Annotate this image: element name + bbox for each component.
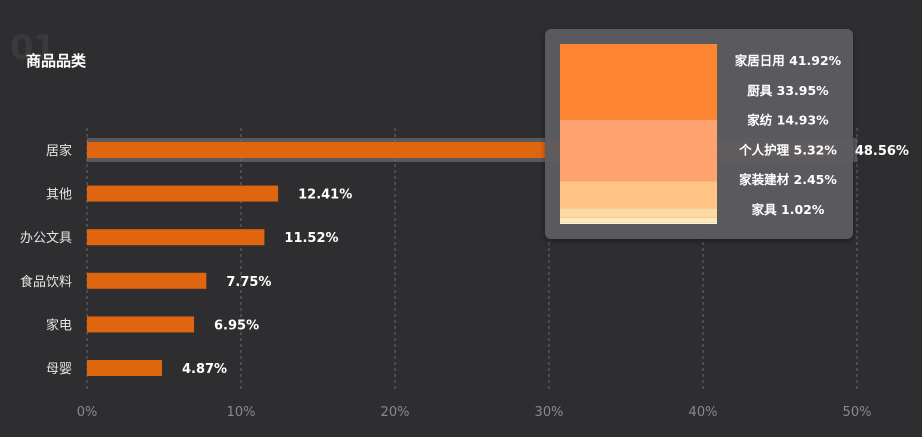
bar <box>87 272 207 289</box>
x-tick-label: 30% <box>535 405 564 420</box>
breakdown-label: 家装建材 2.45% <box>739 172 837 187</box>
value-label: 4.87% <box>182 362 227 377</box>
bar <box>87 316 195 333</box>
breakdown-segment <box>560 44 717 120</box>
bar <box>87 229 265 246</box>
section-number-watermark: 01 <box>10 28 56 68</box>
category-label: 办公文具 <box>20 231 72 246</box>
x-tick-label: 10% <box>227 405 256 420</box>
category-label: 家电 <box>46 317 72 333</box>
breakdown-segment <box>560 217 717 223</box>
breakdown-label: 家居日用 41.92% <box>735 53 842 68</box>
value-label: 6.95% <box>214 318 259 333</box>
value-label: 48.56% <box>855 144 909 159</box>
category-label: 其他 <box>46 188 72 203</box>
bar <box>87 360 162 376</box>
bar <box>87 185 279 202</box>
breakdown-label: 个人护理 5.32% <box>738 142 837 157</box>
breakdown-segment <box>560 181 717 209</box>
x-tick-label: 50% <box>843 405 872 420</box>
breakdown-label: 家纺 14.93% <box>747 113 829 128</box>
breakdown-segment <box>560 208 717 218</box>
category-label: 食品饮料 <box>20 274 72 290</box>
value-label: 12.41% <box>298 188 352 203</box>
category-label: 居家 <box>46 143 72 159</box>
breakdown-segment <box>560 119 717 182</box>
x-tick-label: 20% <box>381 405 410 420</box>
value-label: 7.75% <box>226 275 271 290</box>
x-tick-label: 40% <box>689 405 718 420</box>
category-breakdown-tooltip: 家居日用 41.92% 厨具 33.95% 家纺 14.93% 个人护理 5.32% 家… <box>545 29 853 239</box>
breakdown-label: 厨具 33.95% <box>747 83 829 98</box>
breakdown-stack: 家居日用 41.92% 厨具 33.95% 家纺 14.93% 个人护理 5.32% 家… <box>560 44 842 224</box>
breakdown-segment <box>560 222 717 224</box>
x-tick-label: 0% <box>77 405 98 420</box>
chart-title: 商品品类 <box>26 52 87 70</box>
value-label: 11.52% <box>284 231 338 246</box>
breakdown-label: 家具 1.02% <box>752 202 825 217</box>
category-label: 母婴 <box>46 362 72 377</box>
